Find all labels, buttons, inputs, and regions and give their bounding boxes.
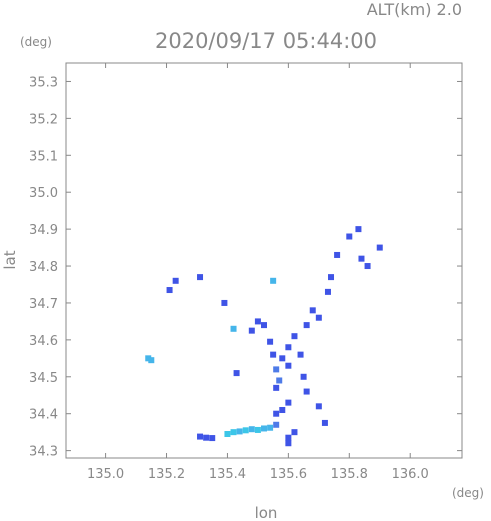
- echo-point: [376, 244, 383, 251]
- echo-point: [276, 377, 283, 384]
- echo-point: [355, 226, 362, 233]
- y-tick-label: 34.6: [29, 334, 58, 349]
- echo-point: [273, 384, 280, 391]
- x-tick-label: 135.0: [87, 467, 124, 482]
- echo-point: [197, 433, 204, 440]
- echo-point: [145, 355, 152, 362]
- echo-point: [291, 333, 298, 340]
- echo-point: [230, 429, 237, 436]
- echo-point: [270, 277, 277, 284]
- x-tick-label: 135.2: [148, 467, 185, 482]
- echo-point: [203, 434, 210, 441]
- chart-title: 2020/09/17 05:44:00: [155, 29, 377, 53]
- echo-point: [261, 425, 267, 432]
- y-tick-label: 35.3: [29, 75, 58, 90]
- y-tick-label: 34.7: [29, 297, 58, 312]
- echo-point: [303, 388, 310, 395]
- echo-point: [285, 362, 292, 369]
- echo-point: [309, 307, 316, 314]
- echo-point: [273, 410, 280, 417]
- echo-point: [224, 431, 231, 438]
- axis-ticks: 135.0 135.2 135.4 135.6 135.8 136.0 34.3 34.4 34…: [29, 63, 462, 482]
- x-tick-label: 135.4: [209, 467, 246, 482]
- echo-point: [334, 251, 341, 258]
- echo-point: [221, 299, 228, 306]
- echo-marks: [145, 226, 383, 447]
- echo-point: [236, 428, 243, 435]
- echo-point: [300, 373, 307, 380]
- echo-point: [148, 357, 155, 364]
- echo-point: [209, 435, 216, 442]
- echo-point: [324, 288, 331, 295]
- echo-point: [197, 274, 204, 281]
- echo-point: [285, 344, 292, 351]
- echo-point: [315, 403, 322, 410]
- y-axis-label: lat: [1, 250, 19, 269]
- echo-point: [364, 263, 371, 270]
- echo-point: [273, 421, 280, 428]
- echo-point: [254, 318, 261, 325]
- y-tick-label: 34.3: [29, 445, 58, 460]
- echo-point: [273, 366, 280, 373]
- echo-point: [242, 427, 249, 434]
- echo-point: [254, 426, 261, 433]
- x-tick-label: 136.0: [392, 467, 429, 482]
- y-tick-label: 35.1: [29, 149, 58, 164]
- echo-point: [248, 327, 255, 334]
- echo-point: [279, 407, 286, 414]
- altitude-label: ALT(km) 2.0: [367, 0, 462, 19]
- echo-point: [297, 351, 304, 358]
- echo-point: [315, 314, 322, 321]
- x-unit-label: (deg): [452, 486, 484, 500]
- echo-point: [303, 322, 310, 329]
- x-axis-label: lon: [255, 504, 278, 521]
- echo-point: [172, 277, 179, 284]
- y-tick-label: 34.9: [29, 223, 58, 238]
- y-tick-label: 35.2: [29, 112, 58, 127]
- y-tick-label: 34.5: [29, 371, 58, 386]
- echo-point: [233, 370, 240, 377]
- echo-point: [328, 274, 335, 281]
- echo-point: [285, 434, 292, 441]
- echo-point: [261, 322, 267, 329]
- echo-point: [291, 429, 298, 436]
- y-tick-label: 34.8: [29, 260, 58, 275]
- echo-point: [267, 424, 274, 431]
- echo-point: [285, 399, 292, 406]
- echo-point: [279, 355, 286, 362]
- echo-point: [230, 325, 237, 332]
- echo-point: [270, 351, 277, 358]
- echo-point: [248, 426, 255, 433]
- echo-point: [267, 338, 274, 345]
- echo-point: [358, 255, 365, 262]
- y-tick-label: 34.4: [29, 408, 58, 423]
- echo-point: [321, 419, 328, 426]
- y-tick-label: 35.0: [29, 186, 58, 201]
- echo-point: [285, 440, 292, 447]
- echo-point: [166, 287, 173, 294]
- plot-area: [65, 62, 463, 459]
- echo-point: [346, 233, 353, 240]
- y-unit-label: (deg): [20, 35, 52, 49]
- x-tick-label: 135.6: [270, 467, 307, 482]
- x-tick-label: 135.8: [331, 467, 368, 482]
